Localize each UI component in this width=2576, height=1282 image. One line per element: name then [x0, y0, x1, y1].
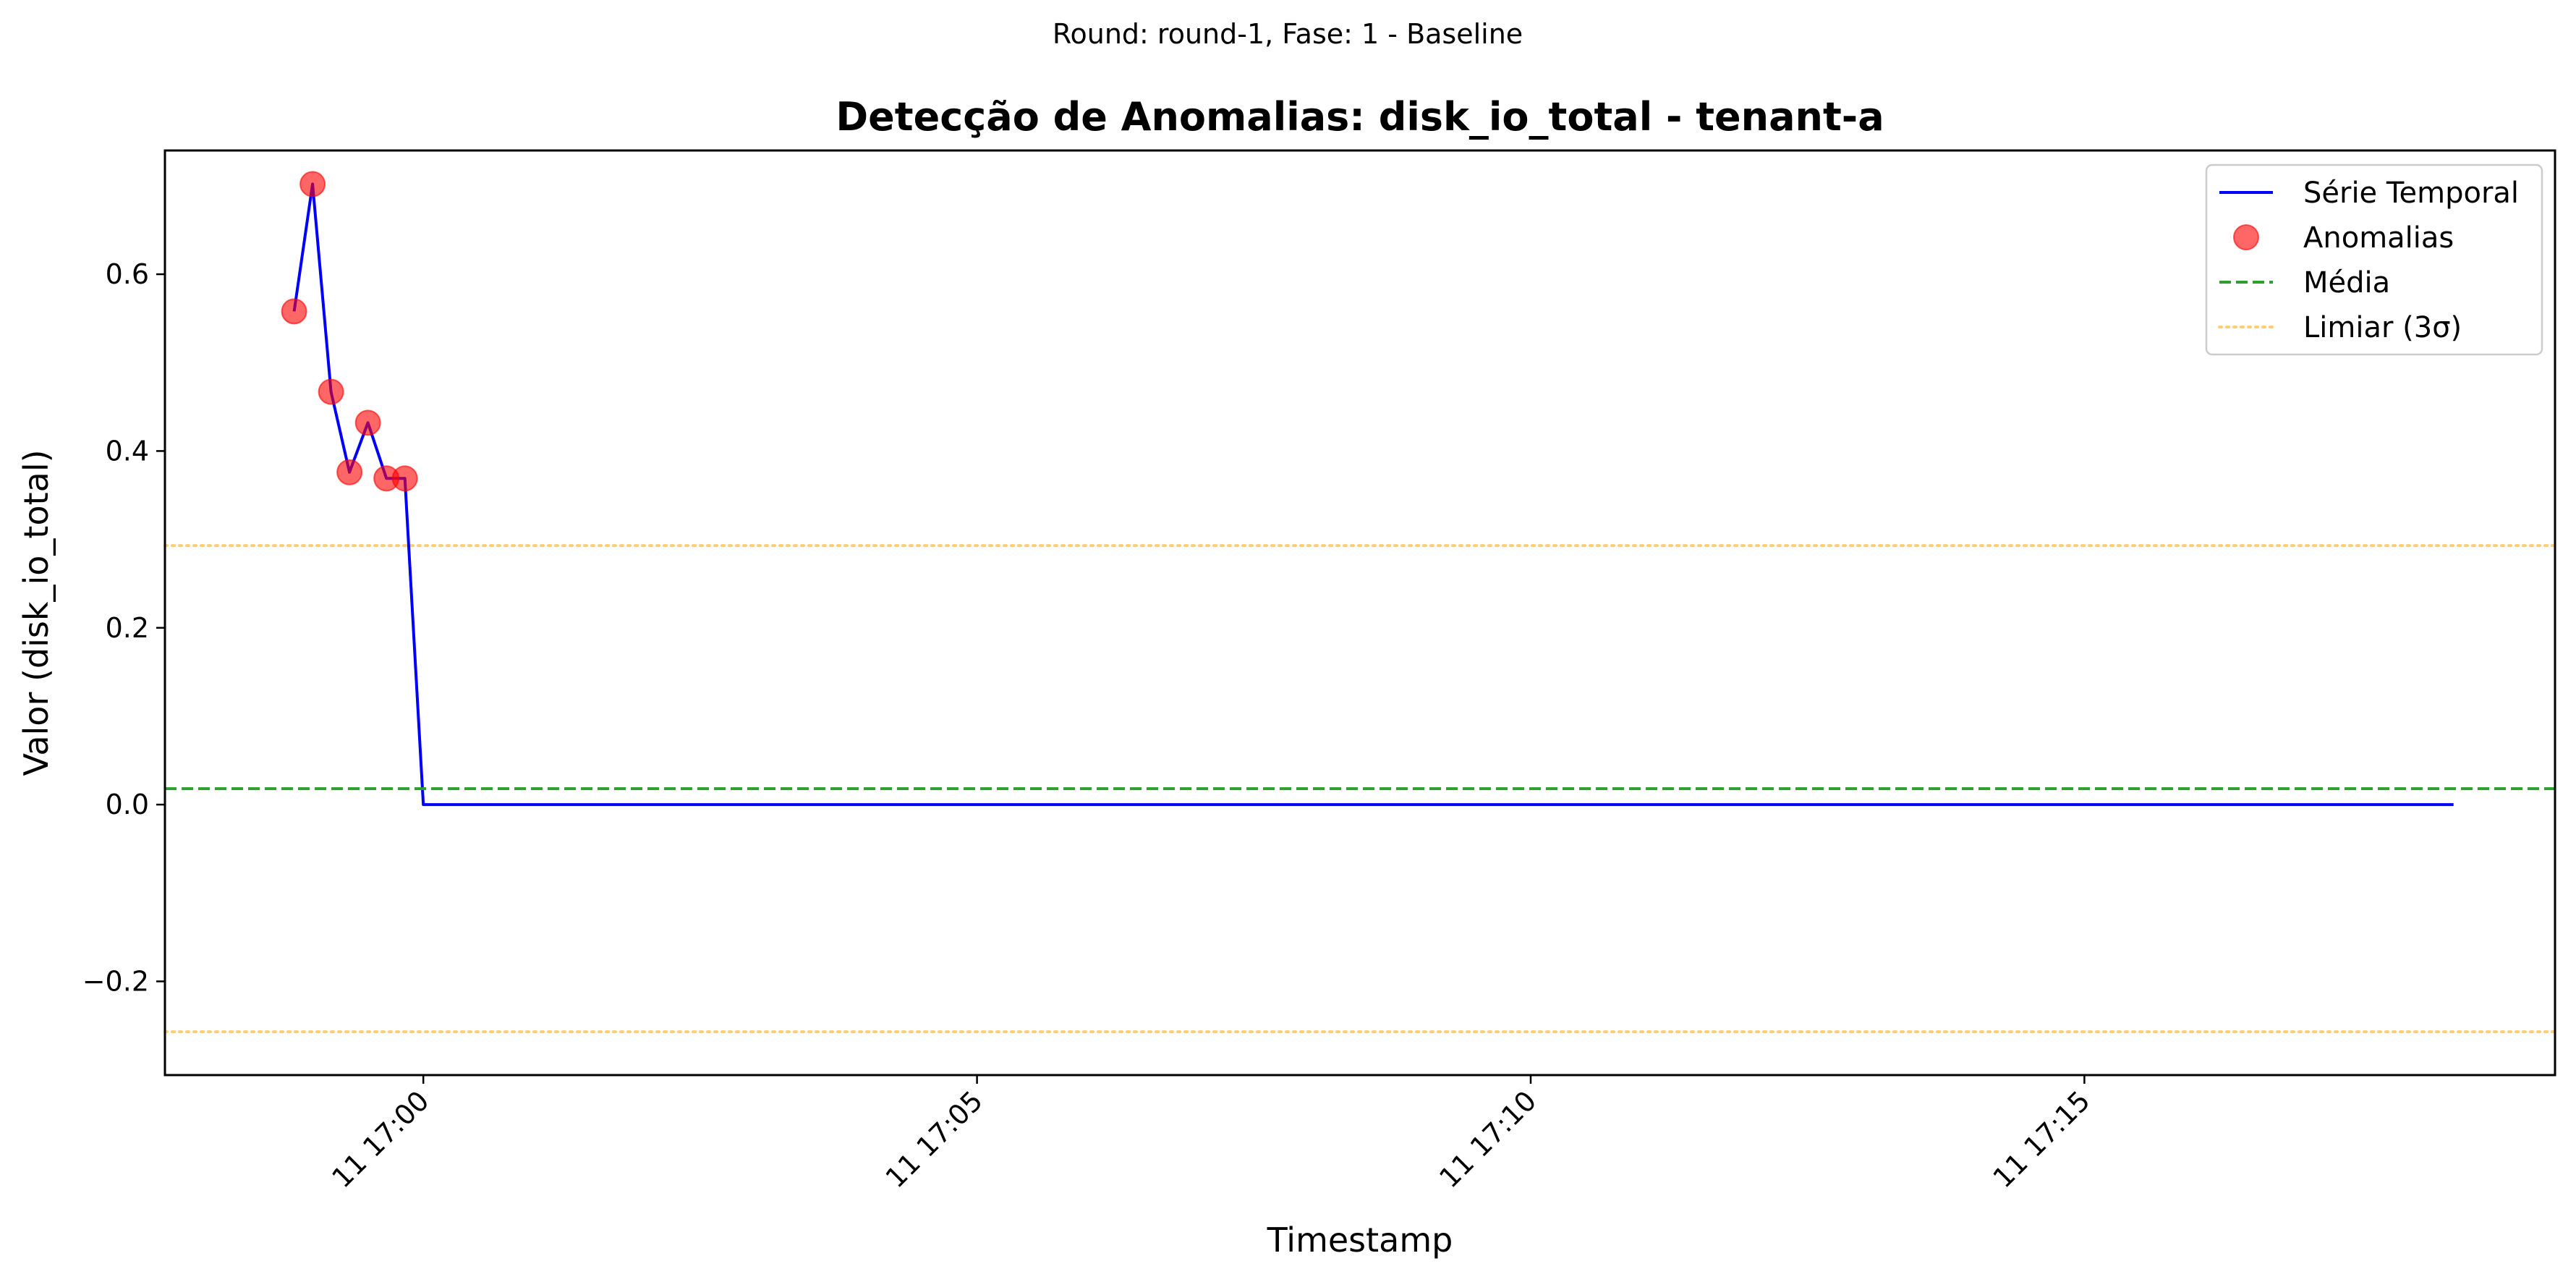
- y-axis-label: Valor (disk_io_total): [17, 449, 56, 776]
- anomaly-point: [391, 465, 418, 492]
- anomaly-point: [354, 409, 381, 436]
- legend-label: Anomalias: [2303, 221, 2454, 255]
- y-axis: −0.2 0.0 0.2 0.4 0.6: [82, 258, 165, 997]
- legend-box: [2205, 164, 2543, 356]
- plot-area: [163, 171, 2556, 1034]
- x-axis: 11 17:00 11 17:05 11 17:10 11 17:15: [326, 1075, 2096, 1194]
- anomaly-point: [336, 459, 363, 485]
- plot-frame: [163, 149, 2556, 1077]
- anomaly-point: [318, 378, 344, 405]
- y-tick-label: −0.2: [82, 965, 149, 997]
- legend-swatch-anomalias: [2233, 224, 2259, 250]
- anomaly-point: [299, 171, 326, 198]
- legend-label: Limiar (3σ): [2303, 311, 2462, 344]
- legend-label: Série Temporal: [2303, 177, 2519, 210]
- y-tick-label: 0.0: [106, 789, 149, 820]
- legend-label: Média: [2303, 266, 2390, 300]
- y-tick-label: 0.2: [106, 612, 149, 644]
- x-tick-label: 11 17:15: [1986, 1084, 2096, 1194]
- x-tick-label: 11 17:10: [1433, 1084, 1542, 1194]
- chart-suptitle: Round: round-1, Fase: 1 - Baseline: [1053, 18, 1523, 50]
- x-axis-label: Timestamp: [1267, 1221, 1453, 1260]
- series-line-serie-temporal: [292, 182, 2454, 807]
- legend: Série Temporal Anomalias Média Limiar (3σ): [2205, 164, 2543, 356]
- x-tick-label: 11 17:05: [880, 1084, 989, 1194]
- x-tick-label: 11 17:00: [326, 1084, 435, 1194]
- y-tick-label: 0.6: [106, 258, 149, 290]
- chart-title: Detecção de Anomalias: disk_io_total - t…: [836, 94, 1884, 140]
- anomaly-point: [281, 298, 307, 325]
- y-tick-label: 0.4: [106, 435, 149, 467]
